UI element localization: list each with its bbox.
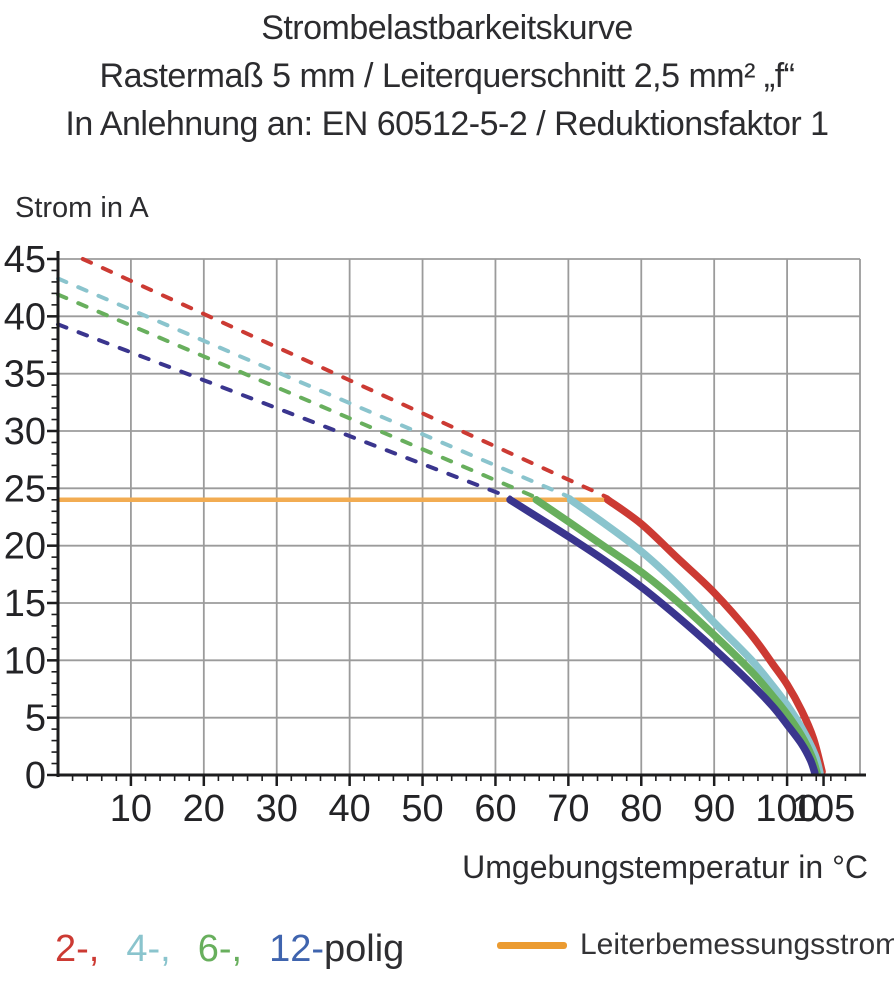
rated-current-label: Leiterbemessungsstrom [580, 928, 894, 961]
x-axis-title: Umgebungstemperatur in °C [462, 849, 868, 885]
x-tick-label-100: 100 [755, 788, 818, 830]
legend-poles: 2-, 4-, 6-, 12- polig [55, 928, 404, 971]
x-tick-label-70: 70 [547, 788, 589, 830]
x-tick-label-50: 50 [401, 788, 443, 830]
solid-curve-4-polig [566, 496, 824, 777]
solid-curve-6-polig [532, 496, 821, 777]
x-tick-label-60: 60 [474, 788, 516, 830]
curve-layer [56, 257, 826, 777]
dashed-curve-6-polig [56, 292, 539, 500]
x-tick-label-90: 90 [693, 788, 735, 830]
x-tick-label-80: 80 [620, 788, 662, 830]
tick-label-layer: 0 5 10 15 20 25 30 35 40 45 10 20 30 40 50 60 70 80 90 1001… [4, 239, 856, 830]
y-tick-label-10: 10 [4, 640, 46, 682]
chart-title-line2: Rastermaß 5 mm / Leiterquerschnitt 2,5 m… [99, 57, 795, 95]
axis-layer [47, 251, 866, 786]
y-tick-label-20: 20 [4, 526, 46, 568]
legend-rated-current: Leiterbemessungsstrom [497, 928, 894, 962]
solid-curve-2-polig [603, 496, 826, 776]
y-tick-label-35: 35 [4, 354, 46, 396]
legend-pole-suffix: polig [324, 928, 405, 970]
x-tick-label-30: 30 [256, 788, 298, 830]
y-tick-label-25: 25 [4, 468, 46, 510]
y-tick-label-30: 30 [4, 411, 46, 453]
y-tick-label-0: 0 [25, 755, 46, 797]
y-tick-label-5: 5 [25, 698, 46, 740]
legend-pole-4: 4-, [126, 928, 171, 970]
y-tick-label-40: 40 [4, 296, 46, 338]
dashed-curve-4-polig [56, 276, 573, 500]
chart-title-line1: Strombelastbarkeitskurve [261, 9, 633, 47]
solid-curve-12-polig [506, 496, 819, 777]
x-tick-label-20: 20 [183, 788, 225, 830]
x-tick-label-40: 40 [328, 788, 370, 830]
y-tick-label-15: 15 [4, 583, 46, 625]
chart-title-block: Strombelastbarkeitskurve Rastermaß 5 mm … [0, 4, 894, 148]
dashed-curve-12-polig [56, 322, 513, 500]
rated-current-swatch-icon [497, 941, 567, 949]
dashed-curve-2-polig [80, 257, 610, 500]
x-tick-label-10: 10 [110, 788, 152, 830]
y-tick-label-45: 45 [4, 239, 46, 281]
x-tick-label-105: 105 [792, 788, 855, 830]
grid-layer [58, 258, 861, 775]
legend-pole-12: 12- [269, 928, 324, 970]
legend-pole-6: 6-, [197, 928, 243, 970]
chart-title-line3: In Anlehnung an: EN 60512-5-2 / Reduktio… [65, 105, 829, 143]
y-axis-title: Strom in A [15, 192, 149, 224]
legend-pole-2: 2-, [55, 928, 100, 970]
